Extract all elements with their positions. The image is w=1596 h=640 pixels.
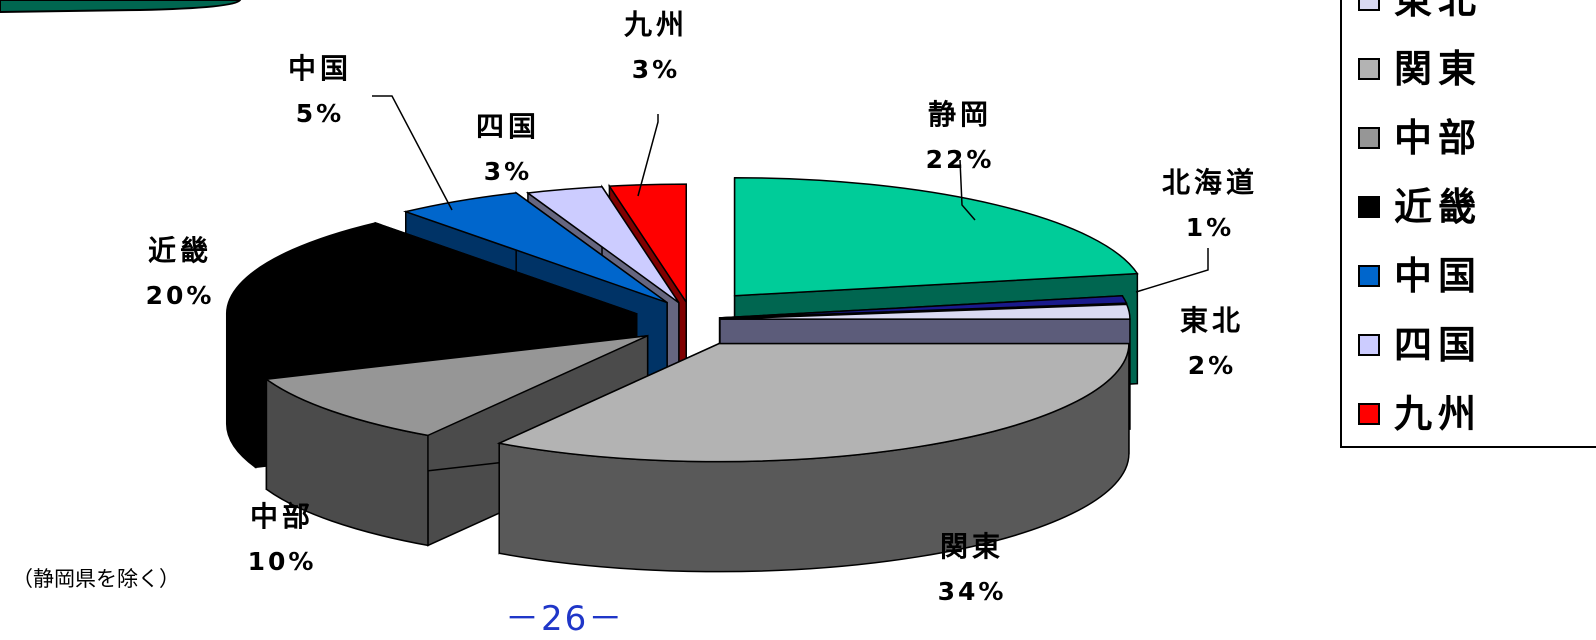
legend-label: 東北 xyxy=(1394,0,1483,22)
page-number: －26－ xyxy=(505,599,625,639)
slice-percent-5: 10% xyxy=(248,547,317,576)
slice-percent-3: 2% xyxy=(1188,351,1236,380)
slice-label-1: 静岡 xyxy=(928,98,992,131)
slice-label-6: 近畿 xyxy=(148,234,212,267)
slice-percent-6: 20% xyxy=(146,281,215,310)
legend-item: 中国 xyxy=(1358,246,1482,306)
pie-slice-4 xyxy=(496,342,1130,573)
footnote: （静岡県を除く） xyxy=(12,567,180,591)
leader-line-1 xyxy=(959,159,976,221)
slice-label-7: 中国 xyxy=(288,52,352,85)
slice-percent-8: 3% xyxy=(484,157,532,186)
legend-swatch xyxy=(1358,403,1380,425)
legend-label: 九州 xyxy=(1394,392,1483,436)
legend-item: 四国 xyxy=(1358,315,1482,375)
slice-label-3: 東北 xyxy=(1180,304,1244,337)
slice-label-8: 四国 xyxy=(476,110,540,143)
legend-swatch xyxy=(1358,127,1380,149)
slice-top-face xyxy=(608,183,687,305)
legend-item: 東北 xyxy=(1358,0,1482,30)
slice-top-face xyxy=(496,342,1130,463)
slice-percent-1: 22% xyxy=(926,145,995,174)
legend-item: 近畿 xyxy=(1358,177,1482,237)
legend-swatch xyxy=(1358,334,1380,356)
legend-item: 中部 xyxy=(1358,108,1482,168)
leader-line-9 xyxy=(637,114,659,197)
slice-percent-9: 3% xyxy=(632,55,680,84)
legend: 東北関東中部近畿中国四国九州 xyxy=(1340,0,1596,448)
slice-top-face xyxy=(403,192,668,304)
legend-label: 中国 xyxy=(1394,254,1483,298)
legend-swatch xyxy=(1358,265,1380,287)
corner-decoration xyxy=(0,0,242,14)
slice-percent-2: 1% xyxy=(1186,213,1234,242)
legend-item: 関東 xyxy=(1358,39,1482,99)
legend-swatch xyxy=(1358,196,1380,218)
legend-label: 関東 xyxy=(1394,47,1483,91)
leader-lines xyxy=(372,95,1209,293)
legend-label: 中部 xyxy=(1394,116,1483,160)
legend-item: 九州 xyxy=(1358,384,1482,444)
leader-line-7 xyxy=(372,95,453,211)
slice-top-face xyxy=(264,335,648,437)
legend-label: 四国 xyxy=(1394,323,1483,367)
slice-top-face xyxy=(525,186,680,304)
legend-swatch xyxy=(1358,58,1380,80)
legend-label: 近畿 xyxy=(1394,185,1483,229)
leader-line-2 xyxy=(1135,248,1209,293)
legend-swatch xyxy=(1358,0,1380,11)
slice-label-2: 北海道 xyxy=(1162,166,1258,199)
slice-label-5: 中部 xyxy=(250,500,314,533)
slice-label-4: 関東 xyxy=(940,530,1004,563)
slice-percent-7: 5% xyxy=(296,99,344,128)
slice-top-face xyxy=(226,222,637,359)
slice-top-face xyxy=(719,295,1128,319)
slice-label-9: 九州 xyxy=(624,8,688,41)
slice-percent-4: 34% xyxy=(938,577,1007,606)
slice-top-face xyxy=(719,303,1131,320)
slice-top-face xyxy=(733,176,1139,297)
